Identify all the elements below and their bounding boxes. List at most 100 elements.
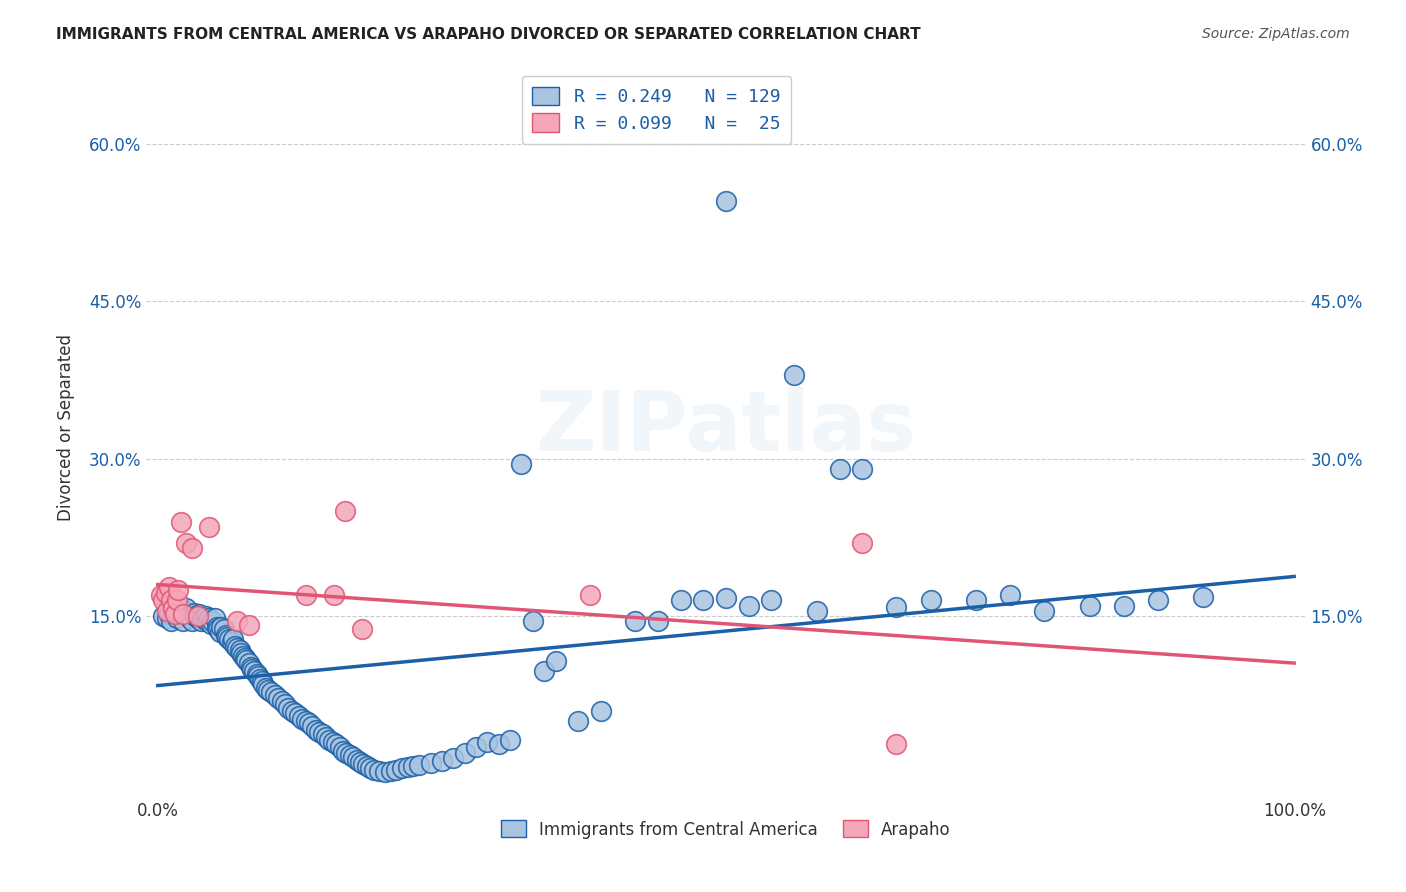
Point <box>233 651 256 665</box>
Point <box>380 764 402 778</box>
Point <box>886 737 908 751</box>
Point <box>150 588 173 602</box>
Point <box>408 758 430 772</box>
Point <box>522 615 544 629</box>
Point <box>356 759 378 773</box>
Point <box>430 754 453 768</box>
Point <box>828 462 851 476</box>
Point <box>222 632 245 647</box>
Point <box>329 740 352 755</box>
Point <box>886 599 908 614</box>
Point <box>240 659 263 673</box>
Point <box>160 593 183 607</box>
Point <box>163 599 186 613</box>
Point <box>274 698 297 712</box>
Point <box>714 591 737 606</box>
Point <box>232 649 254 664</box>
Point <box>396 760 419 774</box>
Point <box>281 704 304 718</box>
Point <box>205 620 228 634</box>
Point <box>335 504 357 518</box>
Point <box>228 642 250 657</box>
Text: Source: ZipAtlas.com: Source: ZipAtlas.com <box>1202 27 1350 41</box>
Point <box>761 593 783 607</box>
Point <box>201 615 224 629</box>
Point <box>200 616 222 631</box>
Point <box>287 709 309 723</box>
Text: IMMIGRANTS FROM CENTRAL AMERICA VS ARAPAHO DIVORCED OR SEPARATED CORRELATION CHA: IMMIGRANTS FROM CENTRAL AMERICA VS ARAPA… <box>56 27 921 42</box>
Point <box>270 694 292 708</box>
Point <box>315 730 337 744</box>
Point <box>198 611 221 625</box>
Point <box>965 593 987 607</box>
Point <box>920 593 942 607</box>
Point <box>1078 599 1101 613</box>
Point <box>647 615 669 629</box>
Point <box>499 733 522 747</box>
Point <box>308 724 330 739</box>
Point <box>174 600 197 615</box>
Point <box>167 606 190 620</box>
Point <box>339 747 361 762</box>
Point <box>284 706 307 720</box>
Point <box>385 763 408 777</box>
Point <box>238 657 260 671</box>
Point <box>1033 604 1056 618</box>
Point <box>226 615 249 629</box>
Point <box>157 580 180 594</box>
Point <box>252 674 274 689</box>
Point <box>363 763 385 777</box>
Text: ZIPatlas: ZIPatlas <box>536 386 917 467</box>
Point <box>277 700 299 714</box>
Point <box>488 737 510 751</box>
Point <box>235 653 257 667</box>
Point <box>510 457 533 471</box>
Point <box>166 593 188 607</box>
Point <box>322 735 344 749</box>
Point <box>226 640 249 655</box>
Point <box>183 606 205 620</box>
Point <box>195 615 218 629</box>
Point <box>243 664 266 678</box>
Point <box>173 604 195 618</box>
Point <box>533 664 555 678</box>
Point <box>190 615 212 629</box>
Point <box>332 743 354 757</box>
Point <box>177 609 200 624</box>
Point <box>783 368 806 382</box>
Point <box>851 462 873 476</box>
Point <box>402 759 425 773</box>
Point <box>669 593 692 607</box>
Point <box>174 535 197 549</box>
Point <box>477 735 499 749</box>
Point <box>291 712 314 726</box>
Point <box>257 682 280 697</box>
Point <box>998 588 1021 602</box>
Point <box>419 756 441 771</box>
Point <box>180 615 202 629</box>
Point <box>218 632 240 647</box>
Point <box>325 737 347 751</box>
Point <box>215 628 238 642</box>
Point <box>204 611 226 625</box>
Point <box>246 669 269 683</box>
Point <box>249 672 271 686</box>
Point <box>263 688 285 702</box>
Point <box>368 764 391 778</box>
Point <box>352 622 374 636</box>
Point <box>318 733 340 747</box>
Point <box>692 593 714 607</box>
Point <box>198 520 221 534</box>
Point <box>179 611 201 625</box>
Point <box>624 615 647 629</box>
Point <box>224 639 246 653</box>
Point <box>166 611 188 625</box>
Point <box>374 764 396 779</box>
Point <box>187 609 209 624</box>
Point <box>163 607 186 621</box>
Point <box>465 740 488 755</box>
Point <box>851 535 873 549</box>
Point <box>172 615 194 629</box>
Point <box>294 588 316 602</box>
Point <box>738 599 761 613</box>
